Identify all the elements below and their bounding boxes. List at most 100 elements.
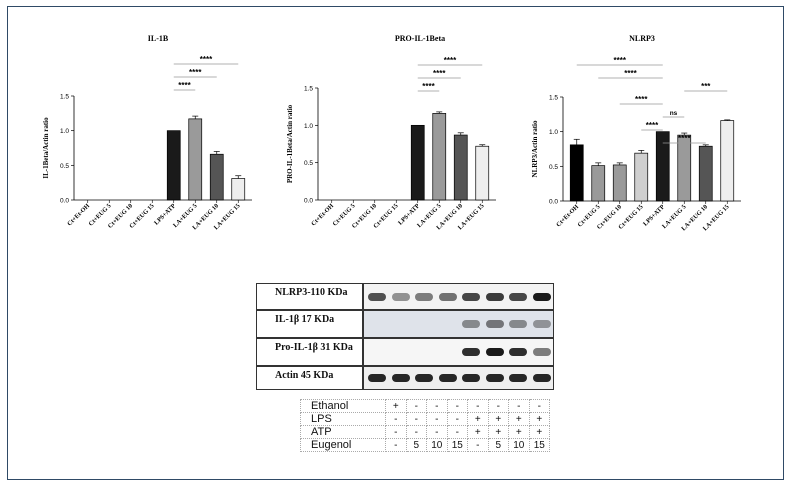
treatment-row: Eugenol -5 10 15-5 10 15 xyxy=(300,438,550,452)
blot-panel xyxy=(363,310,554,338)
treatment-cell: - xyxy=(467,438,489,452)
y-tick-label: 0.5 xyxy=(304,160,313,167)
treatment-cell: - xyxy=(385,438,407,452)
blot-row-label: Pro-IL-1β 31 KDa xyxy=(256,338,363,366)
treatment-cell: - xyxy=(426,412,448,426)
treatment-cell: - xyxy=(426,425,448,439)
treatment-label: Ethanol xyxy=(300,399,386,413)
treatment-cell: - xyxy=(508,399,530,413)
significance-label: **** xyxy=(200,55,213,64)
y-tick-label: 1.5 xyxy=(60,94,69,101)
bar xyxy=(166,130,181,201)
bar xyxy=(188,118,203,201)
blot-band xyxy=(485,292,504,301)
treatment-cell: + xyxy=(467,412,489,426)
treatment-cell: + xyxy=(508,425,530,439)
treatment-label: LPS xyxy=(300,412,386,426)
blot-row-label: Actin 45 KDa xyxy=(256,366,363,390)
blot-band xyxy=(462,348,480,356)
treatment-cell: + xyxy=(508,412,530,426)
treatment-label: Eugenol xyxy=(300,438,386,452)
y-tick-label: 0.0 xyxy=(60,198,69,205)
significance-label: **** xyxy=(614,56,627,65)
treatment-cell: - xyxy=(405,412,427,426)
blot-band xyxy=(485,374,504,382)
treatment-cell: - xyxy=(446,425,468,439)
treatment-cell: + xyxy=(487,425,509,439)
blot-band xyxy=(509,374,527,382)
treatment-cell: - xyxy=(528,399,550,413)
treatment-table: Ethanol + - - - - - - - LPS - - - - + + + + ATP - - - - + + + + Eug… xyxy=(300,399,550,452)
y-tick-label: 1.5 xyxy=(549,95,558,102)
y-axis-label: IL-1Beta/Actin ratio xyxy=(42,117,50,179)
treatment-cell: + xyxy=(385,399,407,413)
blot-band xyxy=(509,292,527,301)
bar xyxy=(432,113,447,201)
bar xyxy=(231,178,246,201)
figure-frame xyxy=(7,6,784,480)
blot-band xyxy=(485,348,504,356)
blot-band xyxy=(532,292,551,301)
chart-title: NLRP3 xyxy=(629,34,655,43)
significance-label: ns xyxy=(670,110,678,117)
treatment-cell: + xyxy=(528,425,550,439)
bar xyxy=(569,144,584,202)
blot-band xyxy=(391,292,410,301)
treatment-cell: - xyxy=(426,399,448,413)
bar xyxy=(677,134,692,202)
blot-band xyxy=(532,374,551,382)
treatment-cell: - xyxy=(385,412,407,426)
treatment-cell: + xyxy=(487,412,509,426)
blot-band xyxy=(532,348,551,356)
blot-row-label: IL-1β 17 KDa xyxy=(256,310,363,338)
blot-row-label: NLRP3-110 KDa xyxy=(256,283,363,310)
y-tick-label: 1.0 xyxy=(304,123,313,130)
bar xyxy=(209,153,224,201)
bar xyxy=(634,152,649,202)
bar xyxy=(591,165,606,202)
treatment-cell: 5 xyxy=(405,438,427,452)
treatment-row: LPS - - - - + + + + xyxy=(300,412,550,426)
blot-band xyxy=(462,374,480,382)
significance-label: **** xyxy=(444,56,457,65)
y-tick-label: 1.0 xyxy=(549,129,558,136)
significance-label: **** xyxy=(646,121,659,130)
bar xyxy=(720,120,735,202)
blot-panel xyxy=(363,283,554,310)
bar xyxy=(410,124,425,201)
treatment-cell: - xyxy=(446,412,468,426)
bar xyxy=(475,145,490,201)
blot-band xyxy=(368,292,386,301)
treatment-label: ATP xyxy=(300,425,386,439)
y-tick-label: 0.0 xyxy=(304,198,313,205)
blot-band xyxy=(485,320,504,328)
treatment-cell: - xyxy=(446,399,468,413)
blot-panel xyxy=(363,338,554,366)
chart-title: IL-1B xyxy=(148,34,169,43)
blot-band xyxy=(509,348,527,356)
blot-band xyxy=(532,320,551,328)
blot-band xyxy=(438,292,457,301)
treatment-cell: - xyxy=(467,399,489,413)
treatment-cell: + xyxy=(528,412,550,426)
blot-band xyxy=(509,320,527,328)
blot-band xyxy=(391,374,410,382)
bar xyxy=(612,164,627,202)
treatment-cell: - xyxy=(405,399,427,413)
blot-band xyxy=(368,374,386,382)
y-tick-label: 0.0 xyxy=(549,199,558,206)
blot-band xyxy=(462,292,480,301)
y-tick-label: 0.5 xyxy=(60,163,69,170)
treatment-row: Ethanol + - - - - - - - xyxy=(300,399,550,413)
blot-panel xyxy=(363,366,554,390)
treatment-cell: 15 xyxy=(528,438,550,452)
blot-band xyxy=(462,320,480,328)
treatment-cell: - xyxy=(487,399,509,413)
y-axis-label: NLRP3/Actin ratio xyxy=(531,120,539,177)
treatment-cell: + xyxy=(467,425,489,439)
treatment-cell: - xyxy=(385,425,407,439)
